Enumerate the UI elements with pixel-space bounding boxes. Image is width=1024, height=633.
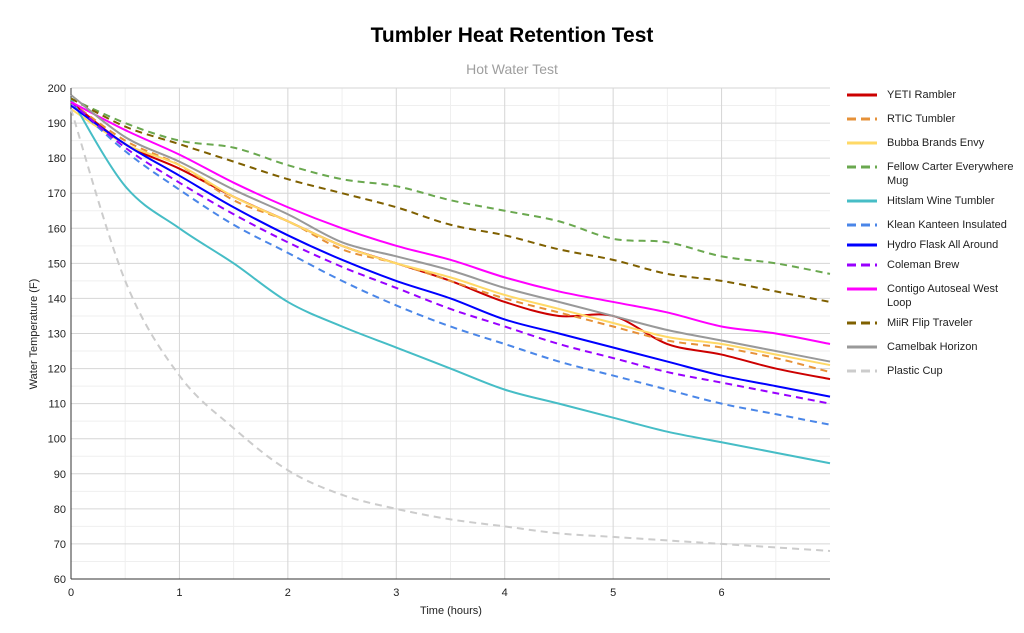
legend-swatch <box>846 340 878 354</box>
x-axis-label: Time (hours) <box>420 605 482 617</box>
y-tick-label: 140 <box>48 293 66 305</box>
y-tick-label: 120 <box>48 364 66 376</box>
legend-item-camelbak-horizon[interactable]: Camelbak Horizon <box>846 340 1021 354</box>
series-line-bubba-brands-envy <box>70 108 831 367</box>
legend-item-coleman-brew[interactable]: Coleman Brew <box>846 258 1021 272</box>
legend-item-bubba-brands-envy[interactable]: Bubba Brands Envy <box>846 136 1021 150</box>
y-tick-label: 110 <box>48 399 66 411</box>
series-line-plastic-cup <box>70 108 831 552</box>
y-tick-label: 100 <box>48 434 66 446</box>
legend-swatch <box>846 218 878 232</box>
legend-item-hydro-flask-all-around[interactable]: Hydro Flask All Around <box>846 238 1021 252</box>
y-axis-label: Water Temperature (F) <box>28 279 40 390</box>
x-tick-label: 5 <box>610 587 616 599</box>
legend-swatch <box>846 364 878 378</box>
series-line-hitslam-wine-tumbler <box>70 97 831 465</box>
legend-label: Klean Kanteen Insulated <box>887 219 1007 231</box>
legend-label: Fellow Carter Everywhere Mug <box>887 161 1014 187</box>
legend-swatch <box>846 282 878 296</box>
legend-item-rtic-tumbler[interactable]: RTIC Tumbler <box>846 112 1021 126</box>
legend: YETI Rambler RTIC Tumbler Bubba Brands Env… <box>846 88 1021 388</box>
chart-title: Tumbler Heat Retention Test <box>370 24 654 47</box>
legend-label: Camelbak Horizon <box>887 341 978 353</box>
legend-swatch <box>846 112 878 126</box>
y-tick-label: 60 <box>54 574 66 586</box>
series-line-coleman-brew <box>70 101 831 405</box>
legend-swatch <box>846 238 878 252</box>
x-tick-label: 0 <box>68 587 74 599</box>
legend-swatch <box>846 136 878 150</box>
y-tick-label: 80 <box>54 504 66 516</box>
legend-label: Hydro Flask All Around <box>887 239 999 251</box>
legend-label: Contigo Autoseal West Loop <box>887 283 999 309</box>
series-line-hydro-flask-all-around <box>70 104 831 398</box>
legend-item-fellow-carter-everywhere-mug[interactable]: Fellow Carter Everywhere Mug <box>846 160 1021 188</box>
y-tick-label: 160 <box>48 223 66 235</box>
y-tick-label: 200 <box>48 83 66 95</box>
x-tick-label: 6 <box>719 587 725 599</box>
legend-item-contigo-autoseal-west-loop[interactable]: Contigo Autoseal West Loop <box>846 282 1021 310</box>
legend-item-hitslam-wine-tumbler[interactable]: Hitslam Wine Tumbler <box>846 194 1021 208</box>
series-line-camelbak-horizon <box>70 94 831 363</box>
legend-label: Coleman Brew <box>887 259 960 271</box>
x-tick-label: 2 <box>285 587 291 599</box>
series-line-contigo-autoseal-west-loop <box>70 101 831 346</box>
y-tick-label: 70 <box>54 539 66 551</box>
legend-label: RTIC Tumbler <box>887 113 956 125</box>
legend-label: Bubba Brands Envy <box>887 137 985 149</box>
x-tick-label: 4 <box>502 587 508 599</box>
legend-swatch <box>846 160 878 174</box>
y-tick-label: 130 <box>48 329 66 341</box>
series-line-klean-kanteen-insulated <box>70 101 831 426</box>
x-tick-label: 3 <box>393 587 399 599</box>
legend-item-miir-flip-traveler[interactable]: MiiR Flip Traveler <box>846 316 1021 330</box>
legend-swatch <box>846 258 878 272</box>
y-tick-label: 180 <box>48 153 66 165</box>
legend-item-plastic-cup[interactable]: Plastic Cup <box>846 364 1021 378</box>
chart-subtitle: Hot Water Test <box>466 61 558 77</box>
y-tick-label: 150 <box>48 258 66 270</box>
legend-swatch <box>846 194 878 208</box>
y-tick-label: 90 <box>54 469 66 481</box>
series-line-fellow-carter-everywhere-mug <box>70 97 831 275</box>
legend-swatch <box>846 316 878 330</box>
legend-swatch <box>846 88 878 102</box>
legend-label: YETI Rambler <box>887 89 957 101</box>
legend-item-yeti-rambler[interactable]: YETI Rambler <box>846 88 1021 102</box>
series-line-miir-flip-traveler <box>70 97 831 303</box>
y-tick-label: 190 <box>48 118 66 130</box>
y-tick-label: 170 <box>48 188 66 200</box>
x-tick-label: 1 <box>176 587 182 599</box>
legend-item-klean-kanteen-insulated[interactable]: Klean Kanteen Insulated <box>846 218 1021 232</box>
legend-label: Plastic Cup <box>887 365 943 377</box>
legend-label: Hitslam Wine Tumbler <box>887 195 995 207</box>
legend-label: MiiR Flip Traveler <box>887 317 973 329</box>
